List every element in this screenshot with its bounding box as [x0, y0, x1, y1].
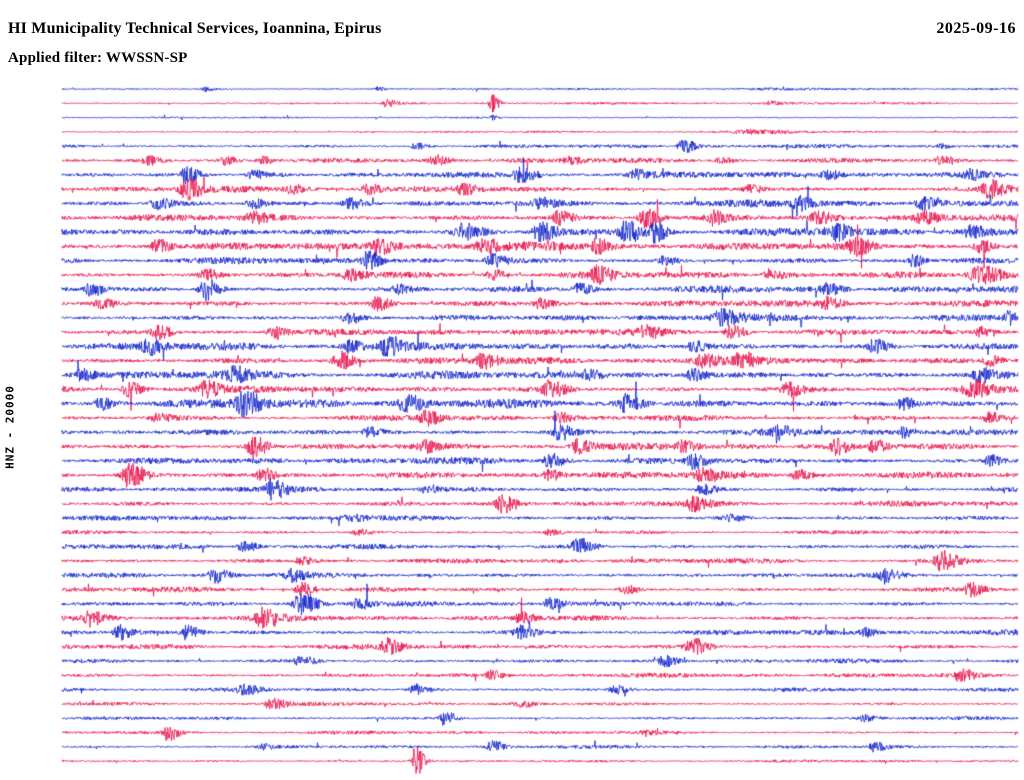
time-labels: 00:0000:3001:0001:3002:0002:3003:0003:30… [0, 0, 60, 780]
